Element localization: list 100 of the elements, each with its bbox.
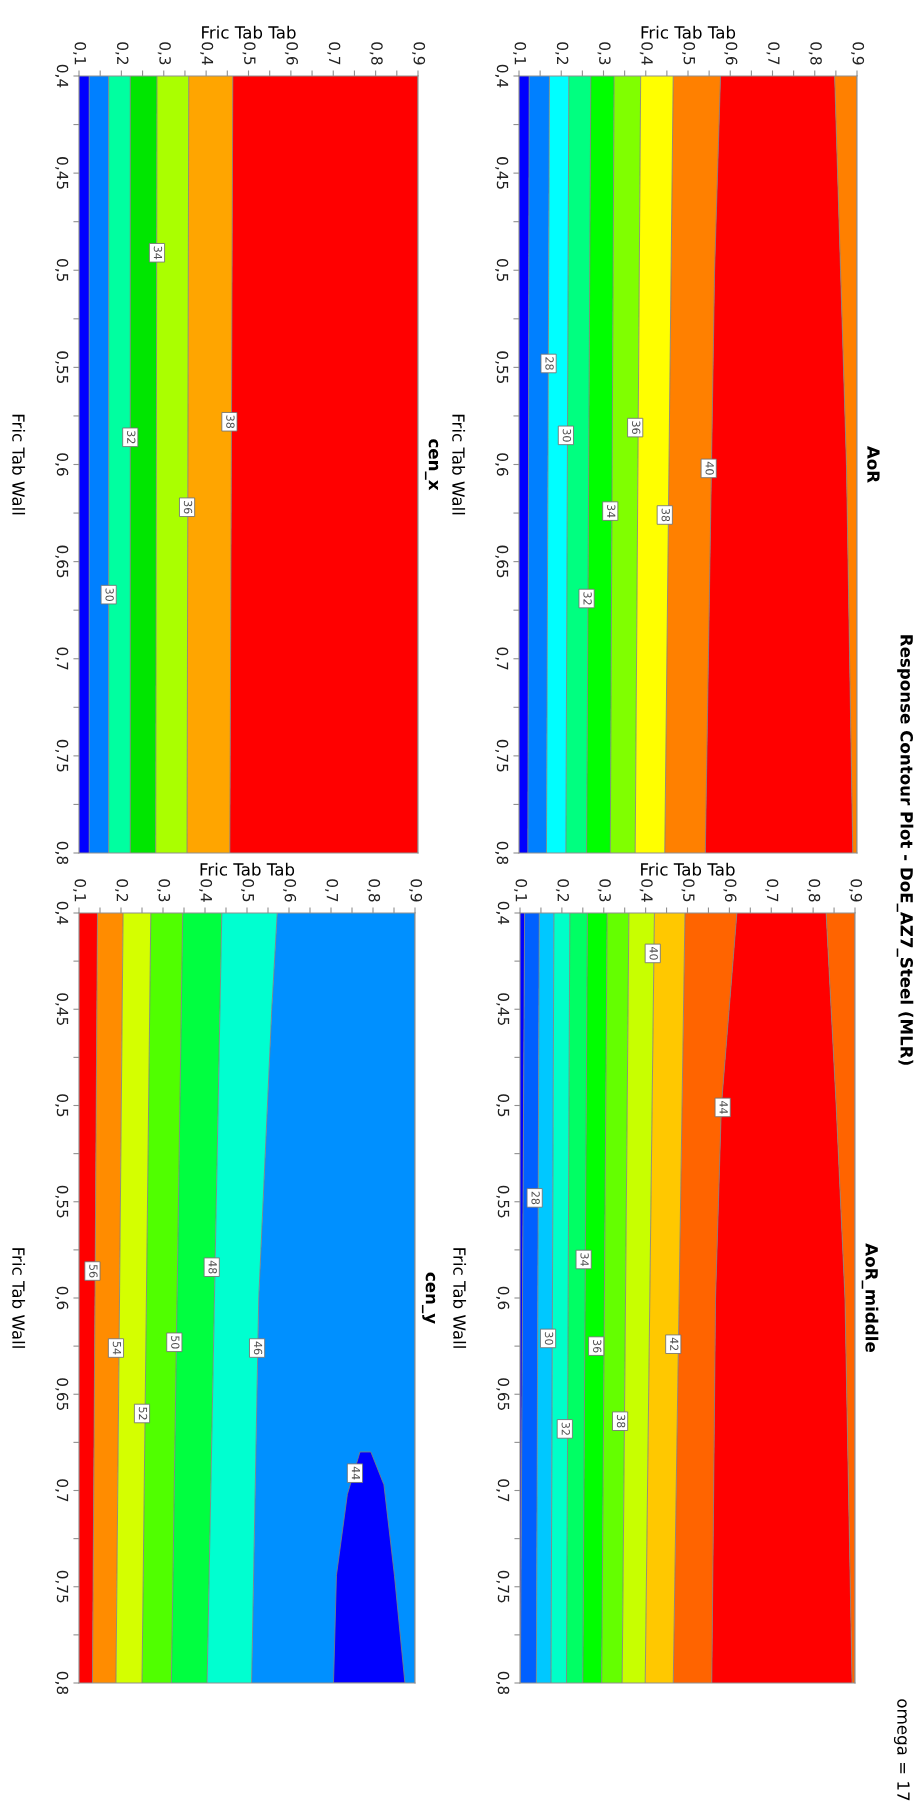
annotation: 42 bbox=[670, 1337, 679, 1351]
y-tick-label: 0,75 bbox=[495, 739, 509, 772]
x-tick-label: 0,8 bbox=[808, 42, 822, 65]
x-tick-label: 0,6 bbox=[724, 42, 738, 65]
y-tick-label: 0,4 bbox=[55, 901, 69, 925]
x-tick-label: 0,7 bbox=[766, 42, 780, 65]
y-tick-label: 0,65 bbox=[55, 545, 69, 578]
text: Response Contour Plot - DoE_AZ7_Steel (MLR) bbox=[896, 635, 914, 1065]
text: AoR_middle bbox=[861, 1243, 879, 1352]
annotation: 34 bbox=[607, 504, 616, 518]
y-axis-title: Fric Tab Wall bbox=[453, 1248, 467, 1348]
x-tick-label: 0,1 bbox=[73, 879, 87, 902]
x-tick-label: 0,3 bbox=[157, 42, 171, 65]
annotation: 40 bbox=[649, 946, 658, 960]
x-tick-label: 0,1 bbox=[513, 42, 527, 65]
x-tick-label: 0,8 bbox=[367, 879, 381, 902]
annotation: 48 bbox=[208, 1260, 217, 1274]
annotation: 32 bbox=[583, 592, 592, 605]
annotation: 50 bbox=[171, 1336, 180, 1349]
y-tick-label: 0,45 bbox=[55, 157, 69, 189]
y-tick-label: 0,45 bbox=[496, 993, 510, 1025]
annotation: 32 bbox=[127, 431, 136, 444]
x-tick-label: 0,3 bbox=[597, 42, 611, 65]
y-tick-label: 0,75 bbox=[55, 1570, 69, 1603]
x-tick-label: 0,4 bbox=[200, 42, 214, 65]
x-axis-title: Fric Tab Tab bbox=[202, 25, 296, 39]
annotation: 38 bbox=[226, 415, 235, 429]
x-tick-label: 0,5 bbox=[241, 879, 255, 902]
x-tick-label: 0,7 bbox=[765, 879, 779, 902]
annotation: 46 bbox=[253, 1341, 263, 1355]
y-axis-title: Fric Tab Wall bbox=[452, 414, 466, 515]
annotation: 28 bbox=[545, 357, 554, 370]
y-tick-label: 0,5 bbox=[496, 1094, 510, 1117]
x-axis-title: Fric Tab Tab bbox=[641, 25, 736, 39]
annotation: 30 bbox=[105, 588, 114, 601]
y-tick-label: 0,4 bbox=[496, 901, 510, 925]
x-tick-label: 0,7 bbox=[327, 42, 341, 65]
y-tick-label: 0,75 bbox=[496, 1570, 510, 1603]
annotation: 28 bbox=[531, 1191, 540, 1205]
x-axis-title: Fric Tab Tab bbox=[200, 862, 295, 876]
annotation: 30 bbox=[544, 1332, 554, 1345]
y-tick-label: 0,8 bbox=[496, 1671, 510, 1695]
y-tick-label: 0,6 bbox=[55, 1286, 69, 1310]
y-tick-label: 0,5 bbox=[55, 259, 69, 282]
x-tick-label: 0,6 bbox=[723, 879, 737, 902]
y-tick-label: 0,65 bbox=[496, 1378, 510, 1410]
annotation: 52 bbox=[138, 1407, 148, 1420]
y-tick-label: 0,5 bbox=[55, 1094, 69, 1117]
x-axis-title: Fric Tab Tab bbox=[641, 862, 735, 876]
y-axis-title: Fric Tab Wall bbox=[12, 414, 26, 515]
annotation: 36 bbox=[631, 421, 641, 434]
y-tick-label: 0,7 bbox=[496, 1479, 510, 1502]
x-tick-label: 0,3 bbox=[157, 879, 171, 902]
x-tick-label: 0,2 bbox=[115, 42, 129, 65]
x-tick-label: 0,8 bbox=[369, 42, 383, 65]
y-tick-label: 0,55 bbox=[496, 1185, 510, 1218]
y-tick-label: 0,8 bbox=[495, 841, 509, 865]
x-tick-label: 0,2 bbox=[555, 879, 569, 902]
y-axis-title: Fric Tab Wall bbox=[12, 1248, 26, 1348]
y-tick-label: 0,8 bbox=[55, 841, 69, 865]
y-tick-label: 0,55 bbox=[495, 351, 509, 384]
y-tick-label: 0,4 bbox=[495, 64, 509, 88]
x-tick-label: 0,6 bbox=[283, 879, 297, 902]
annotation: 38 bbox=[616, 1414, 626, 1428]
annotation: 36 bbox=[592, 1339, 602, 1353]
text: omega = 17 bbox=[893, 1699, 910, 1801]
y-tick-label: 0,75 bbox=[55, 739, 69, 772]
y-tick-label: 0,6 bbox=[55, 453, 69, 476]
x-tick-label: 0,5 bbox=[682, 42, 696, 65]
x-tick-label: 0,5 bbox=[681, 879, 695, 902]
x-tick-label: 0,2 bbox=[115, 879, 129, 902]
annotation: 40 bbox=[705, 461, 714, 475]
annotation: 56 bbox=[89, 1264, 98, 1278]
y-tick-label: 0,7 bbox=[55, 647, 69, 670]
y-tick-label: 0,6 bbox=[495, 453, 509, 476]
x-tick-label: 0,6 bbox=[284, 42, 298, 65]
annotation: 38 bbox=[661, 508, 670, 522]
x-tick-label: 0,5 bbox=[242, 42, 256, 65]
x-tick-label: 0,4 bbox=[639, 42, 653, 65]
annotation: 30 bbox=[562, 429, 572, 442]
text: AoR bbox=[867, 445, 880, 483]
x-tick-label: 0,2 bbox=[555, 42, 569, 65]
annotation: 32 bbox=[561, 1422, 570, 1435]
y-tick-label: 0,45 bbox=[55, 993, 69, 1025]
y-tick-label: 0,45 bbox=[495, 157, 509, 189]
x-tick-label: 0,1 bbox=[514, 879, 528, 902]
annotation: 44 bbox=[719, 1100, 728, 1114]
x-tick-label: 0,9 bbox=[412, 42, 426, 65]
x-tick-label: 0,9 bbox=[851, 42, 865, 65]
annotation: 36 bbox=[183, 501, 193, 514]
x-tick-label: 0,8 bbox=[807, 879, 821, 902]
text: cen_x bbox=[424, 439, 439, 491]
x-tick-label: 0,1 bbox=[73, 42, 87, 65]
y-tick-label: 0,55 bbox=[55, 1185, 69, 1218]
x-tick-label: 0,7 bbox=[325, 879, 339, 902]
x-tick-label: 0,9 bbox=[849, 879, 863, 902]
x-tick-label: 0,4 bbox=[199, 879, 213, 902]
y-tick-label: 0,7 bbox=[55, 1479, 69, 1502]
y-tick-label: 0,65 bbox=[55, 1378, 69, 1410]
annotation: 54 bbox=[112, 1341, 121, 1355]
